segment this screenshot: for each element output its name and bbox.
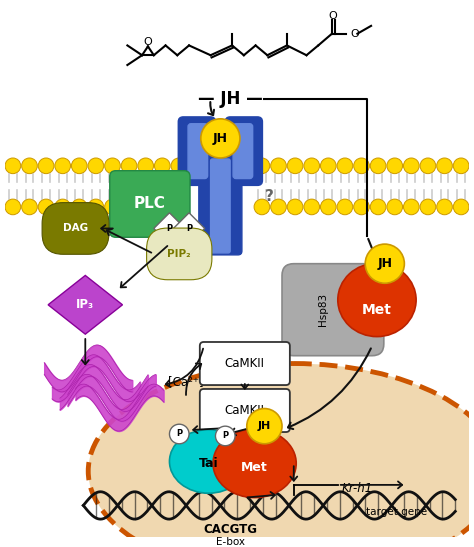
Circle shape (403, 199, 419, 215)
Text: P: P (166, 224, 173, 233)
FancyBboxPatch shape (188, 124, 208, 178)
Text: P: P (222, 432, 228, 440)
Text: CaMKII: CaMKII (225, 404, 265, 417)
Text: O: O (351, 28, 359, 39)
Circle shape (171, 158, 187, 173)
Circle shape (387, 158, 402, 173)
Circle shape (254, 199, 270, 215)
Circle shape (370, 199, 386, 215)
Circle shape (170, 424, 189, 444)
Text: PLC: PLC (134, 196, 166, 212)
Circle shape (105, 199, 120, 215)
Circle shape (437, 158, 452, 173)
Text: JH: JH (258, 421, 271, 431)
FancyBboxPatch shape (200, 342, 290, 385)
Circle shape (304, 199, 319, 215)
Polygon shape (173, 213, 205, 244)
Circle shape (337, 158, 353, 173)
Circle shape (420, 158, 436, 173)
Circle shape (138, 158, 154, 173)
Text: CaMKII: CaMKII (225, 357, 265, 370)
Circle shape (22, 199, 37, 215)
FancyBboxPatch shape (200, 389, 290, 432)
Circle shape (55, 199, 71, 215)
Circle shape (88, 158, 104, 173)
FancyBboxPatch shape (225, 117, 263, 185)
Circle shape (201, 119, 240, 158)
Text: O: O (144, 38, 152, 48)
Circle shape (453, 199, 469, 215)
Circle shape (365, 244, 404, 283)
Circle shape (5, 199, 21, 215)
Text: P: P (186, 224, 192, 233)
Text: JH: JH (377, 257, 392, 270)
Text: JH: JH (213, 132, 228, 145)
Circle shape (105, 158, 120, 173)
Text: P: P (176, 429, 182, 439)
Circle shape (22, 158, 37, 173)
Polygon shape (48, 276, 122, 334)
Text: Hsp83: Hsp83 (318, 293, 328, 326)
Circle shape (88, 199, 104, 215)
Circle shape (287, 199, 303, 215)
Circle shape (320, 158, 336, 173)
Text: CACGTG: CACGTG (203, 523, 257, 537)
Text: DAG: DAG (63, 224, 88, 234)
Circle shape (271, 199, 286, 215)
Text: — JH —: — JH — (198, 90, 263, 108)
Text: Kr-h1: Kr-h1 (342, 482, 373, 495)
Text: E-box: E-box (216, 537, 245, 546)
FancyBboxPatch shape (210, 159, 230, 253)
Circle shape (254, 158, 270, 173)
Circle shape (138, 199, 154, 215)
Text: Tai: Tai (199, 457, 219, 470)
FancyBboxPatch shape (178, 117, 216, 185)
Circle shape (247, 409, 282, 444)
Circle shape (337, 199, 353, 215)
Text: O: O (328, 11, 337, 21)
Text: ?: ? (265, 189, 274, 203)
Circle shape (437, 199, 452, 215)
FancyBboxPatch shape (110, 171, 190, 237)
Text: Met: Met (241, 461, 268, 474)
Circle shape (287, 158, 303, 173)
Circle shape (304, 158, 319, 173)
Circle shape (216, 426, 235, 446)
Circle shape (121, 199, 137, 215)
FancyBboxPatch shape (199, 157, 242, 255)
Circle shape (155, 199, 170, 215)
Circle shape (171, 199, 187, 215)
Circle shape (5, 158, 21, 173)
Text: target gene: target gene (366, 507, 427, 517)
FancyBboxPatch shape (233, 124, 253, 178)
Ellipse shape (88, 364, 474, 547)
Text: [Ca²⁺]: [Ca²⁺] (168, 375, 204, 388)
Circle shape (420, 199, 436, 215)
Circle shape (72, 199, 87, 215)
Circle shape (38, 158, 54, 173)
Circle shape (38, 199, 54, 215)
Circle shape (453, 158, 469, 173)
FancyBboxPatch shape (282, 264, 384, 356)
Circle shape (320, 199, 336, 215)
Ellipse shape (338, 263, 416, 336)
Polygon shape (154, 213, 185, 244)
Text: Met: Met (362, 302, 392, 317)
Circle shape (72, 158, 87, 173)
Circle shape (354, 199, 369, 215)
Circle shape (354, 158, 369, 173)
Text: IP₃: IP₃ (76, 298, 94, 311)
Ellipse shape (170, 429, 248, 493)
Circle shape (121, 158, 137, 173)
Circle shape (55, 158, 71, 173)
Ellipse shape (213, 429, 296, 498)
Circle shape (387, 199, 402, 215)
Circle shape (403, 158, 419, 173)
Circle shape (155, 158, 170, 173)
Circle shape (370, 158, 386, 173)
Circle shape (271, 158, 286, 173)
Text: PIP₂: PIP₂ (167, 249, 191, 259)
